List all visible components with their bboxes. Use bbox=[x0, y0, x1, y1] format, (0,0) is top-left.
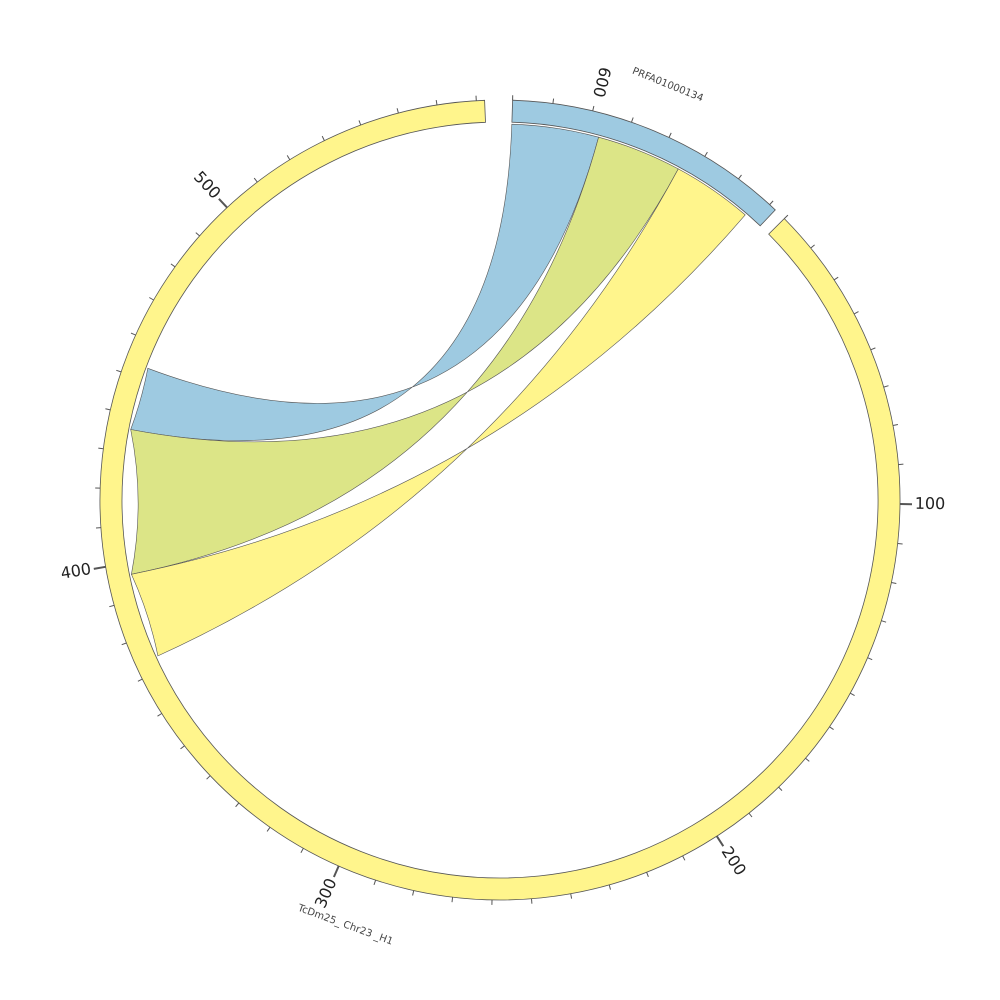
tick-tcdm-minor bbox=[891, 582, 897, 584]
tick-tcdm-minor bbox=[412, 890, 415, 896]
tick-tcdm-minor bbox=[253, 177, 258, 183]
tick-tcdm-major bbox=[93, 565, 106, 570]
tick-tcdm-minor bbox=[850, 692, 855, 697]
tick-tcdm-major bbox=[332, 865, 340, 878]
tick-tcdm-minor bbox=[321, 135, 325, 141]
tick-tcdm-minor bbox=[853, 311, 859, 315]
tick-tcdm-minor bbox=[300, 848, 304, 853]
links-group bbox=[130, 123, 746, 657]
tick-prfa-minor bbox=[738, 174, 742, 180]
tick-tcdm-minor bbox=[810, 244, 815, 249]
tick-tcdm-minor bbox=[570, 893, 573, 899]
tick-prfa-minor bbox=[631, 117, 634, 123]
tick-prfa-minor bbox=[704, 151, 708, 157]
tick-tcdm-minor bbox=[105, 408, 111, 411]
tick-prfa-minor bbox=[552, 98, 555, 104]
tick-tcdm-minor bbox=[373, 880, 377, 886]
tick-tcdm-minor bbox=[206, 775, 211, 780]
tick-tcdm-minor bbox=[883, 385, 889, 388]
tick-label-500: 500 bbox=[190, 167, 225, 202]
link-blue bbox=[130, 123, 599, 441]
tick-tcdm-minor bbox=[867, 657, 873, 661]
tick-tcdm-minor bbox=[266, 827, 271, 832]
tick-tcdm-minor bbox=[98, 447, 104, 450]
tick-tcdm-minor bbox=[682, 855, 686, 861]
tick-tcdm-minor bbox=[157, 713, 162, 717]
tick-tcdm-minor bbox=[608, 884, 611, 890]
tick-tcdm-minor bbox=[748, 812, 753, 818]
chromosome-label-prfa01000134: PRFA01000134 bbox=[631, 66, 705, 105]
tick-tcdm-minor bbox=[109, 604, 115, 608]
tick-tcdm-minor bbox=[396, 108, 399, 114]
tick-tcdm-minor bbox=[881, 620, 887, 623]
tick-tcdm-minor bbox=[180, 745, 185, 750]
tick-label-400: 400 bbox=[59, 559, 92, 583]
tick-tcdm-minor bbox=[435, 100, 438, 106]
tick-tcdm-minor bbox=[833, 276, 839, 281]
tick-tcdm-minor bbox=[121, 642, 127, 646]
tick-label-600: 600 bbox=[589, 65, 615, 99]
chromosome-arc-prfa01000134 bbox=[511, 99, 776, 227]
tick-tcdm-minor bbox=[829, 726, 834, 731]
tick-tcdm-minor bbox=[137, 678, 143, 682]
tick-tcdm-minor bbox=[898, 463, 904, 466]
ideograms-group bbox=[99, 99, 901, 901]
tick-tcdm-minor bbox=[286, 155, 291, 160]
ticks-group bbox=[93, 95, 913, 905]
tick-tcdm-minor bbox=[195, 232, 200, 237]
tick-tcdm-minor bbox=[116, 369, 122, 373]
tick-tcdm-major bbox=[715, 835, 725, 847]
tick-label-100: 100 bbox=[915, 494, 946, 513]
link-yellow bbox=[130, 168, 746, 657]
tick-prfa-minor bbox=[668, 132, 672, 138]
tick-tcdm-minor bbox=[870, 347, 876, 351]
tick-tcdm-minor bbox=[897, 543, 903, 545]
tick-tcdm-minor bbox=[778, 786, 783, 791]
chromosome-label-tcdm25-chr23-h1: TcDm25_ Chr23 _H1 bbox=[295, 903, 394, 948]
link-olive bbox=[130, 136, 679, 575]
tick-tcdm-minor bbox=[783, 214, 789, 219]
tick-tcdm-minor bbox=[170, 263, 176, 268]
tick-label-200: 200 bbox=[718, 843, 751, 879]
tick-tcdm-minor bbox=[235, 802, 240, 808]
tick-tcdm-minor bbox=[358, 120, 362, 126]
tick-tcdm-minor bbox=[149, 297, 154, 301]
tick-tcdm-minor bbox=[451, 897, 454, 903]
tick-tcdm-minor bbox=[646, 872, 649, 877]
tick-tcdm-minor bbox=[805, 757, 810, 762]
chromosome-arc-tcdm25-chr23-h1 bbox=[99, 99, 901, 901]
tick-label-300: 300 bbox=[311, 875, 341, 911]
tick-prfa-minor bbox=[592, 105, 595, 112]
tick-tcdm-minor bbox=[892, 424, 899, 426]
tick-tcdm-minor bbox=[130, 332, 136, 336]
tick-tcdm-major bbox=[218, 198, 228, 209]
tick-prfa-minor bbox=[769, 200, 774, 205]
